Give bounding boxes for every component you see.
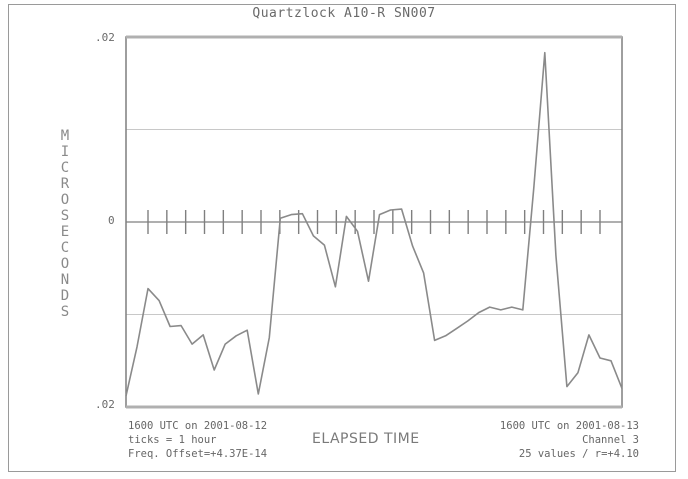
y-tick-zero: 0 xyxy=(108,214,115,227)
chart-frame xyxy=(8,4,676,472)
ticks-label: ticks = 1 hour xyxy=(128,434,217,446)
channel-label: Channel 3 xyxy=(582,434,639,446)
values-label: 25 values / r=+4.10 xyxy=(518,448,639,460)
y-tick-bottom: .02 xyxy=(95,398,115,411)
y-tick-top: .02 xyxy=(95,31,115,44)
x-axis-label: ELAPSED TIME xyxy=(312,431,420,447)
end-time-label: 1600 UTC on 2001-08-13 xyxy=(499,420,639,432)
series-line-0 xyxy=(125,51,623,397)
start-time-label: 1600 UTC on 2001-08-12 xyxy=(128,420,268,432)
freq-offset-label: Freq. Offset=+4.37E-14 xyxy=(128,448,268,460)
y-axis-label: MICROSECONDS xyxy=(60,128,70,320)
chart-title: Quartzlock A10-R SN007 xyxy=(252,6,436,21)
